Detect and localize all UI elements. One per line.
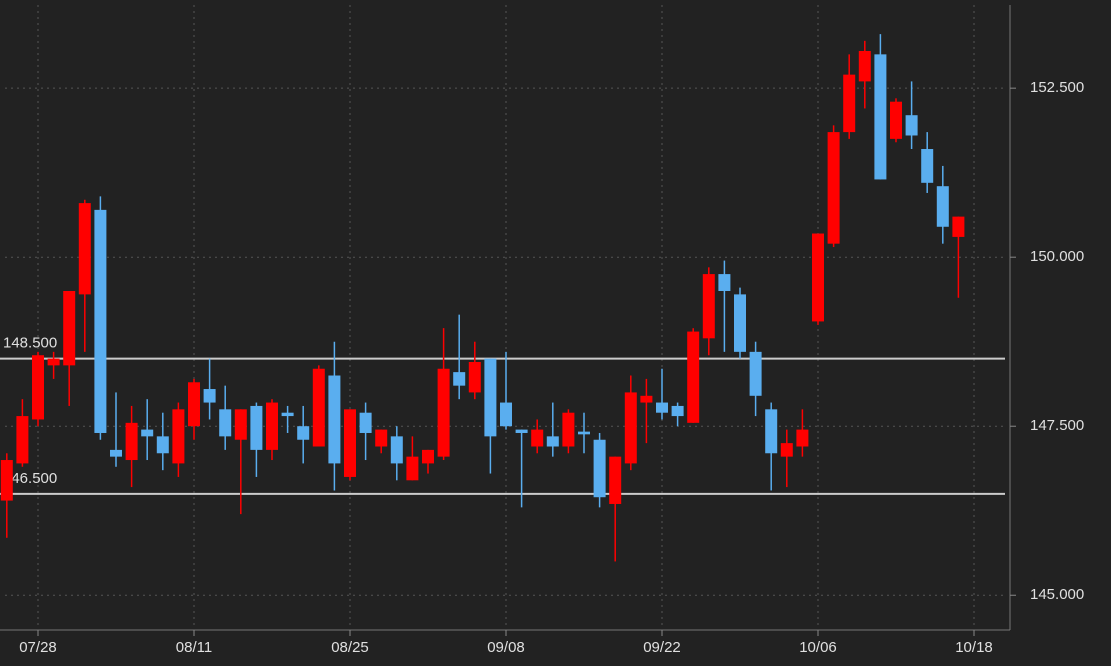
candle-body xyxy=(531,429,544,447)
candle-body xyxy=(515,429,528,433)
candle-body xyxy=(687,331,700,423)
x-tick-label: 08/25 xyxy=(331,639,369,656)
candle-body xyxy=(16,416,29,464)
candle-body xyxy=(702,274,715,339)
candle-body xyxy=(718,274,731,291)
candle-body xyxy=(32,355,44,420)
candle-body xyxy=(47,358,60,366)
candle-body xyxy=(858,50,871,82)
candle-body xyxy=(141,429,154,437)
candle-body xyxy=(780,443,793,457)
candle-body xyxy=(624,392,637,464)
x-tick-label: 09/22 xyxy=(643,639,681,656)
candle-body xyxy=(656,402,668,413)
candle-body xyxy=(390,436,403,464)
candle-body xyxy=(796,429,809,447)
candle-body xyxy=(749,351,762,396)
candle-body xyxy=(344,409,356,477)
x-tick-label: 09/08 xyxy=(487,639,525,656)
candle-body xyxy=(156,436,169,454)
candle-body xyxy=(546,436,559,447)
candle-body xyxy=(484,358,497,437)
candle-body xyxy=(312,368,325,447)
level-label: 146.500 xyxy=(3,470,57,487)
y-tick-label: 152.500 xyxy=(1030,79,1084,96)
x-tick-label: 08/11 xyxy=(176,639,212,656)
candle-body xyxy=(188,382,200,427)
candle-body xyxy=(468,361,481,393)
candle-body xyxy=(422,449,434,464)
candle-body xyxy=(375,429,388,447)
candle-body xyxy=(671,405,684,417)
x-tick-label: 10/18 xyxy=(955,639,993,656)
candle-body xyxy=(952,216,965,237)
candle-body xyxy=(890,101,902,139)
candle-body xyxy=(765,409,778,454)
candle-body xyxy=(905,115,918,136)
y-tick-label: 147.500 xyxy=(1030,417,1084,434)
candle-body xyxy=(219,409,232,437)
candle-body xyxy=(203,389,216,403)
candle-body xyxy=(453,372,466,386)
level-label: 148.500 xyxy=(3,335,57,352)
candle-body xyxy=(125,422,138,461)
y-tick-label: 145.000 xyxy=(1030,586,1084,603)
candle-body xyxy=(0,460,13,501)
candle-body xyxy=(827,132,840,244)
candle-body xyxy=(266,402,278,450)
x-tick-label: 10/06 xyxy=(799,639,837,656)
candle-body xyxy=(297,426,310,440)
candle-body xyxy=(843,74,856,133)
candle-body xyxy=(406,456,419,481)
candle-body xyxy=(110,449,122,457)
candle-body xyxy=(578,431,590,435)
candle-body xyxy=(234,409,247,440)
candle-body xyxy=(812,233,824,322)
candle-body xyxy=(500,402,512,427)
candle-body xyxy=(921,149,934,183)
candle-body xyxy=(328,375,341,464)
y-tick-label: 150.000 xyxy=(1030,248,1084,265)
candle-body xyxy=(94,209,107,433)
candle-body xyxy=(78,203,91,295)
candle-body xyxy=(609,456,622,504)
candle-body xyxy=(874,54,887,180)
candle-body xyxy=(562,412,575,447)
candle-body xyxy=(250,405,263,450)
candle-body xyxy=(63,290,76,366)
x-tick-label: 07/28 xyxy=(19,639,57,656)
candle-body xyxy=(281,412,294,417)
candle-body xyxy=(359,412,372,433)
candle-body xyxy=(936,186,949,227)
candle-body xyxy=(437,368,450,457)
candle-body xyxy=(593,439,606,498)
candle-body xyxy=(640,395,653,403)
candle-body xyxy=(172,409,185,464)
candle-body xyxy=(734,294,746,352)
